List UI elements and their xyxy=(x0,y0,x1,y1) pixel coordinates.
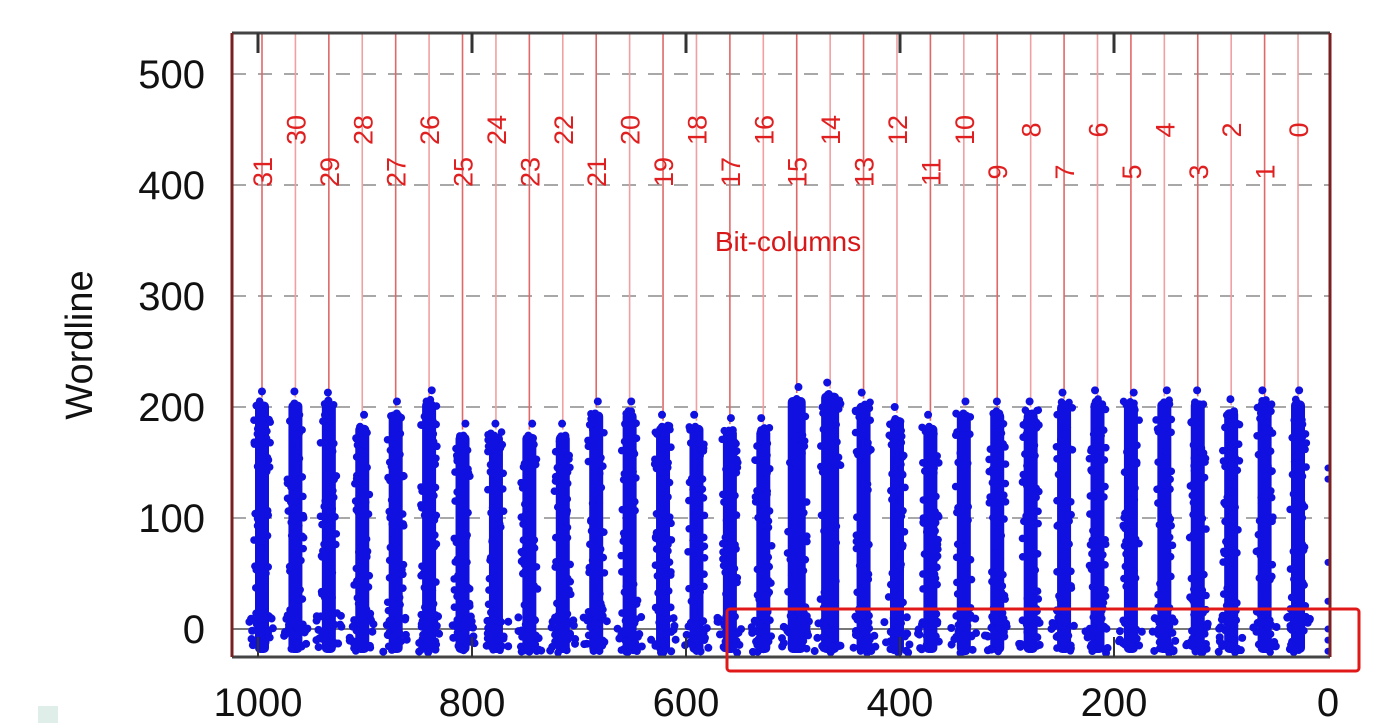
bit-column-label: 29 xyxy=(315,157,345,187)
x-tick-label: 200 xyxy=(1081,681,1148,723)
bit-column-labels: 3130292827262524232221201918171615141312… xyxy=(248,115,1314,187)
bit-column-label: 23 xyxy=(515,157,545,187)
y-tick-label: 200 xyxy=(138,386,205,430)
y-axis-ticks: 0 100 200 300 400 500 xyxy=(138,53,205,652)
bit-column-label: 12 xyxy=(883,115,913,145)
bit-column-label: 18 xyxy=(682,115,712,145)
bit-column-label: 8 xyxy=(1017,122,1047,137)
y-tick-label: 100 xyxy=(138,497,205,541)
x-tick-label: 400 xyxy=(867,681,934,723)
y-tick-label: 0 xyxy=(183,608,205,652)
bit-column-label: 13 xyxy=(850,157,880,187)
bit-column-label: 15 xyxy=(783,157,813,187)
plot-frame xyxy=(230,31,1332,659)
bit-column-label: 21 xyxy=(582,157,612,187)
highlight-box xyxy=(725,607,1361,673)
bit-column-label: 26 xyxy=(415,115,445,145)
bit-column-lines xyxy=(261,33,1299,430)
bit-column-label: 1 xyxy=(1251,164,1281,179)
bit-column-label: 27 xyxy=(382,157,412,187)
bit-column-label: 4 xyxy=(1150,122,1180,137)
bit-column-label: 5 xyxy=(1117,164,1147,179)
bit-column-label: 22 xyxy=(549,115,579,145)
y-tick-label: 500 xyxy=(138,53,205,97)
bit-column-label: 31 xyxy=(248,157,278,187)
bit-column-label: 11 xyxy=(916,158,946,186)
corner-square xyxy=(38,706,58,723)
y-tick-label: 400 xyxy=(138,164,205,208)
bit-column-label: 2 xyxy=(1217,122,1247,137)
bit-column-label: 24 xyxy=(482,115,512,145)
bit-column-label: 6 xyxy=(1084,122,1114,137)
bit-column-label: 16 xyxy=(749,115,779,145)
y-tick-label: 300 xyxy=(138,275,205,319)
bit-column-label: 9 xyxy=(983,164,1013,179)
x-tick-label: 600 xyxy=(653,681,720,723)
bit-column-label: 10 xyxy=(950,115,980,145)
x-axis-ticks: 1000 800 600 400 200 0 xyxy=(214,681,1340,723)
x-tick-label: 800 xyxy=(439,681,506,723)
gridlines xyxy=(232,73,1330,630)
bit-column-label: 0 xyxy=(1284,122,1314,137)
bit-column-label: 7 xyxy=(1050,164,1080,179)
bit-column-label: 3 xyxy=(1184,164,1214,179)
bit-column-label: 25 xyxy=(449,157,479,187)
bit-column-label: 20 xyxy=(616,115,646,145)
y-axis-label: Wordline xyxy=(59,270,101,419)
x-tick-label: 1000 xyxy=(214,681,303,723)
bit-column-label: 14 xyxy=(816,115,846,145)
bit-column-label: 19 xyxy=(649,157,679,187)
data-points xyxy=(245,378,1332,657)
bit-columns-annotation: Bit-columns xyxy=(715,226,861,257)
x-tick-label: 0 xyxy=(1317,681,1339,723)
bit-column-label: 30 xyxy=(281,115,311,145)
bit-column-label: 17 xyxy=(716,157,746,187)
bit-column-label: 28 xyxy=(348,115,378,145)
